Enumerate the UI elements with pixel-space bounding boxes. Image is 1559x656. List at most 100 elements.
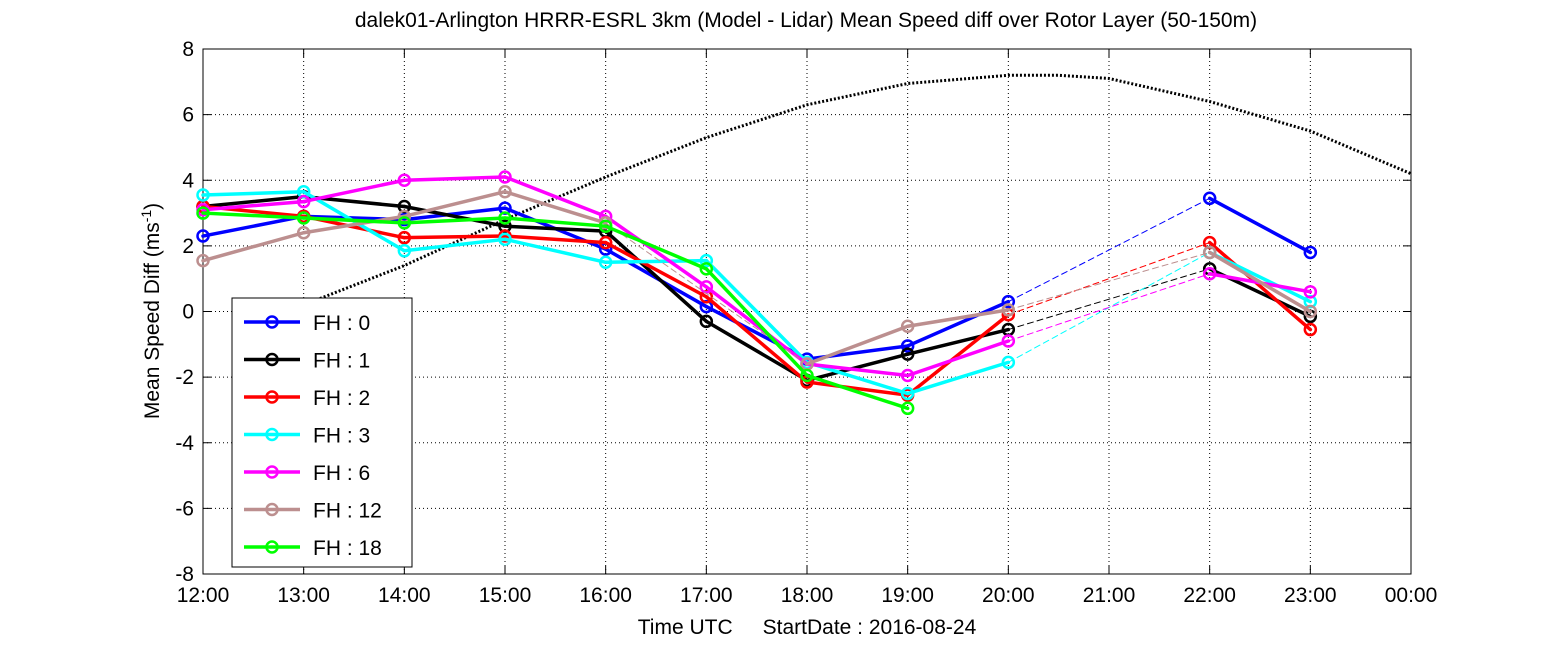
series-segment <box>301 214 407 235</box>
series-segment <box>503 237 608 265</box>
series-gap-segment <box>1007 251 1211 311</box>
legend-marker <box>265 390 279 404</box>
data-point <box>900 339 915 353</box>
x-axis: 12:00 13:00 14:00 15:00 16:00 17:00 18:00 19:00… <box>177 49 1437 607</box>
series-segment <box>1207 240 1313 332</box>
legend-label: FH : 1 <box>313 350 370 373</box>
series-segment <box>201 214 306 238</box>
reference-curve <box>282 73 1412 317</box>
legend-label: FH : 6 <box>313 462 370 485</box>
x-tick-label: 16:00 <box>579 584 632 607</box>
data-point <box>1001 355 1016 370</box>
series-gap-segment <box>1007 268 1211 331</box>
series-segment <box>704 267 809 378</box>
data-point <box>296 226 311 240</box>
y-tick-label: -2 <box>175 366 194 389</box>
data-point <box>1202 267 1217 281</box>
legend-item: FH : 12 <box>244 500 382 523</box>
series-segment <box>805 352 910 383</box>
series-segment <box>905 360 1011 396</box>
series-segment <box>201 194 306 209</box>
data-point <box>598 219 613 233</box>
series-segment <box>201 199 306 212</box>
y-tick-label: -6 <box>175 497 194 520</box>
data-point <box>1303 245 1318 260</box>
data-point <box>498 232 512 247</box>
series-6 <box>196 206 915 416</box>
legend-marker <box>265 315 279 329</box>
chart-title: dalek01-Arlington HRRR-ESRL 3km (Model -… <box>355 9 1257 32</box>
data-point <box>498 184 512 199</box>
series-segment <box>603 224 709 271</box>
series-gap-segment <box>1007 273 1211 342</box>
series-segment <box>905 313 1011 397</box>
legend-item: FH : 3 <box>244 425 370 448</box>
data-point <box>1303 285 1318 299</box>
x-tick-label: 13:00 <box>277 584 330 607</box>
series-segment <box>1207 250 1313 314</box>
data-point <box>699 280 714 294</box>
data-point <box>498 211 512 225</box>
data-point <box>296 194 311 209</box>
data-point <box>397 216 412 230</box>
data-point <box>900 401 915 416</box>
y-tick-label: 8 <box>182 38 194 61</box>
legend-marker <box>265 502 279 517</box>
x-tick-label: 12:00 <box>177 584 230 607</box>
legend-marker <box>265 465 279 479</box>
x-tick-label: 21:00 <box>1083 584 1136 607</box>
legend-label: FH : 2 <box>313 387 370 410</box>
data-point <box>900 347 915 361</box>
data-point <box>296 211 311 225</box>
data-point <box>699 262 714 276</box>
legend-label: FH : 3 <box>313 425 370 448</box>
data-point <box>1202 245 1217 260</box>
legend-items: FH : 0 FH : 1 FH : 2 FH : 3 FH : 6 FH : 12 FH … <box>244 312 382 560</box>
series-segment <box>805 380 910 397</box>
data-point <box>498 170 512 184</box>
data-point <box>900 368 915 383</box>
data-point <box>699 253 714 268</box>
series-segment <box>301 216 407 225</box>
series-segment <box>402 204 507 228</box>
series-segment <box>503 216 608 228</box>
series-segment <box>805 324 910 366</box>
series-segment <box>603 214 709 289</box>
series-segment <box>503 175 608 219</box>
data-point <box>598 255 613 270</box>
series-segment <box>704 319 809 383</box>
data-point <box>196 206 210 220</box>
series-segment <box>301 178 407 204</box>
series-segment <box>805 362 910 378</box>
y-tick-label: -4 <box>175 432 194 455</box>
series-segment <box>402 175 507 182</box>
reference-curve-line <box>282 73 1412 317</box>
series-segment <box>704 294 809 384</box>
y-tick-label: 2 <box>182 235 194 258</box>
legend-marker <box>265 427 279 442</box>
data-point <box>598 235 613 250</box>
legend-item: FH : 6 <box>244 462 370 485</box>
legend-item: FH : 18 <box>244 537 382 560</box>
series-segment <box>603 229 709 324</box>
series-segment <box>805 373 910 411</box>
legend-label: FH : 0 <box>313 312 370 335</box>
series-gap-segment <box>1007 242 1211 316</box>
series-group <box>196 170 1318 416</box>
data-point <box>1001 303 1016 317</box>
y-axis: -8 -6 -4 -2 0 2 4 6 8 <box>175 38 1411 586</box>
data-point <box>196 229 210 243</box>
data-point <box>1001 334 1016 348</box>
series-segment <box>402 216 507 225</box>
data-point <box>900 319 915 334</box>
series-segment <box>201 231 306 263</box>
data-point <box>1303 322 1318 337</box>
legend-box <box>231 297 413 568</box>
data-point <box>699 314 714 329</box>
series-segment <box>402 234 507 240</box>
series-segment <box>402 189 507 219</box>
y-tick-label: 4 <box>182 169 194 192</box>
legend: FH : 0 FH : 1 FH : 2 FH : 3 FH : 6 FH : 12 FH … <box>231 297 413 568</box>
series-segment <box>402 206 507 222</box>
